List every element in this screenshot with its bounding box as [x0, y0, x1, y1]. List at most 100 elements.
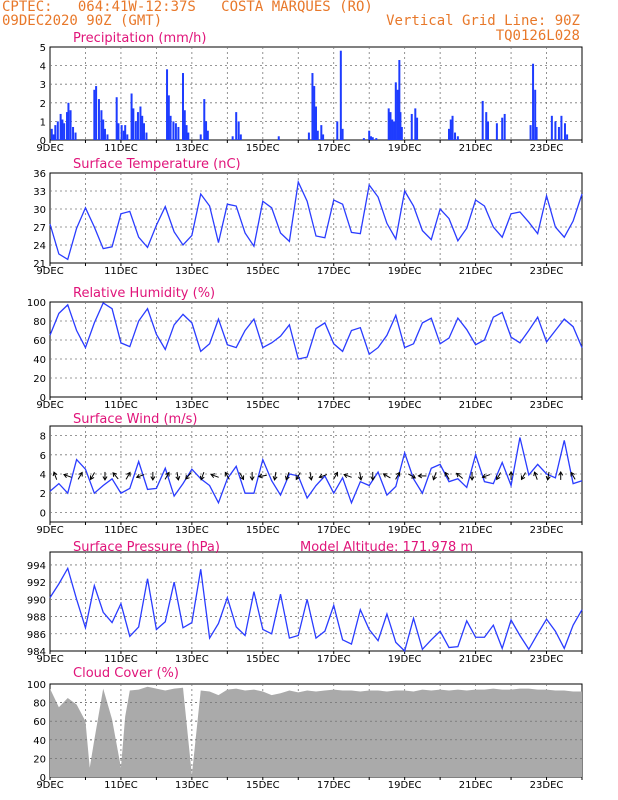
panel-4: 0 2 4 6 8 9DEC 11DEC 13DEC 15DEC 17DEC 19DEC 21DEC 2…	[36, 412, 583, 536]
precip-bar	[311, 73, 314, 140]
precip-bar	[172, 121, 175, 140]
precip-bar	[369, 136, 372, 140]
x-tick-label: 23DEC	[530, 400, 564, 411]
wind-arrow	[164, 471, 170, 480]
precip-bar	[117, 123, 120, 140]
x-tick-label: 17DEC	[317, 266, 351, 277]
series-line	[49, 179, 583, 261]
y-tick-label: 0	[40, 136, 46, 147]
panel-title: Relative Humidity (%)	[73, 286, 215, 301]
precip-bar	[393, 121, 396, 140]
precip-bar	[336, 121, 339, 140]
precip-bar	[177, 126, 180, 140]
x-tick-label: 11DEC	[104, 400, 138, 411]
panel-title: Surface Wind (m/s)	[73, 412, 197, 427]
wind-arrow	[333, 471, 339, 480]
precip-bar	[371, 137, 374, 140]
precip-bar	[398, 60, 401, 140]
y-tick-label: 990	[27, 595, 46, 606]
panel-title: Surface Pressure (hPa)	[73, 540, 220, 555]
wind-arrow	[318, 473, 328, 479]
precip-bar	[120, 125, 123, 140]
precip-bar	[169, 115, 172, 140]
wind-arrow	[408, 473, 417, 479]
y-tick-label: 80	[33, 699, 46, 710]
y-tick-label: 40	[33, 736, 46, 747]
panel-1: 0 1 2 3 4 5 9DEC 11DEC 13DEC 15DEC 17DEC 19DEC 21DEC…	[36, 31, 583, 154]
x-tick-label: 17DEC	[317, 143, 351, 154]
y-tick-label: 60	[33, 717, 46, 728]
precip-bar	[54, 125, 57, 140]
precip-bar	[448, 128, 450, 140]
precip-bar	[534, 89, 537, 140]
precip-bar	[410, 113, 413, 140]
precip-bar	[235, 112, 238, 140]
precip-bar	[59, 113, 62, 140]
wind-arrow	[417, 473, 427, 479]
y-tick-label: 1	[40, 117, 46, 128]
precip-bar	[563, 123, 566, 140]
y-tick-label: 984	[27, 647, 46, 658]
wind-arrow	[533, 471, 538, 480]
wind-arrow	[102, 471, 108, 481]
precip-bar	[124, 125, 127, 140]
precip-bar	[56, 121, 59, 140]
x-tick-label: 11DEC	[104, 654, 138, 665]
x-tick-label: 9DEC	[36, 400, 63, 411]
precip-bar	[74, 132, 77, 140]
wind-arrow	[395, 471, 401, 480]
panel-frame	[49, 172, 583, 264]
precip-bar	[52, 134, 55, 140]
precip-bar	[449, 119, 452, 140]
model-code: TQ0126L028	[495, 28, 580, 44]
precip-bar	[185, 125, 188, 140]
panel-3: 0 20 40 60 80 100 9DEC 11DEC 13DEC 15DEC 17DEC 19DE…	[27, 286, 583, 411]
panel-6: 0 20 40 60 80 100 9DEC 11DEC 13DEC 15DEC 17DEC 19DE…	[27, 666, 583, 791]
precip-bar	[394, 82, 397, 140]
precip-bar	[277, 136, 280, 140]
precip-bar	[400, 126, 403, 140]
precip-bar	[501, 117, 504, 140]
wind-arrow	[496, 472, 502, 481]
y-tick-label: 4	[40, 62, 46, 73]
panel-title: Surface Temperature (nC)	[73, 157, 241, 172]
wind-arrow	[125, 471, 131, 480]
precip-bar	[396, 89, 399, 140]
x-tick-label: 9DEC	[36, 654, 63, 665]
x-tick-label: 21DEC	[459, 400, 493, 411]
y-tick-label: 2	[40, 99, 46, 110]
y-tick-label: 60	[33, 336, 46, 347]
y-tick-label: 5	[40, 43, 46, 54]
precip-bar	[174, 123, 177, 140]
precip-bar	[387, 108, 390, 140]
precip-bar	[560, 115, 563, 140]
y-tick-label: 27	[33, 223, 46, 234]
x-tick-label: 23DEC	[530, 525, 564, 536]
x-tick-label: 23DEC	[530, 266, 564, 277]
x-tick-label: 21DEC	[459, 266, 493, 277]
precip-bar	[63, 123, 66, 140]
x-tick-label: 15DEC	[246, 525, 280, 536]
x-tick-label: 11DEC	[104, 780, 138, 791]
y-tick-label: 20	[33, 754, 46, 765]
precip-bar	[100, 110, 103, 140]
wind-arrow	[455, 472, 464, 479]
x-tick-label: 9DEC	[36, 266, 63, 277]
precip-bar	[557, 126, 560, 140]
x-tick-label: 19DEC	[388, 400, 422, 411]
y-tick-label: 994	[27, 561, 46, 572]
x-tick-label: 13DEC	[175, 143, 209, 154]
wind-arrow	[89, 472, 95, 481]
precip-bar	[132, 108, 135, 140]
wind-arrow	[444, 471, 450, 480]
wind-arrow	[520, 472, 526, 481]
x-tick-label: 21DEC	[459, 525, 493, 536]
wind-arrow	[199, 471, 205, 481]
precip-bar	[126, 134, 129, 140]
wind-arrow	[570, 471, 576, 480]
precip-bar	[199, 134, 202, 140]
x-tick-label: 21DEC	[459, 654, 493, 665]
precip-bar	[122, 130, 125, 140]
precip-bar	[481, 100, 484, 140]
precip-bar	[239, 134, 242, 140]
